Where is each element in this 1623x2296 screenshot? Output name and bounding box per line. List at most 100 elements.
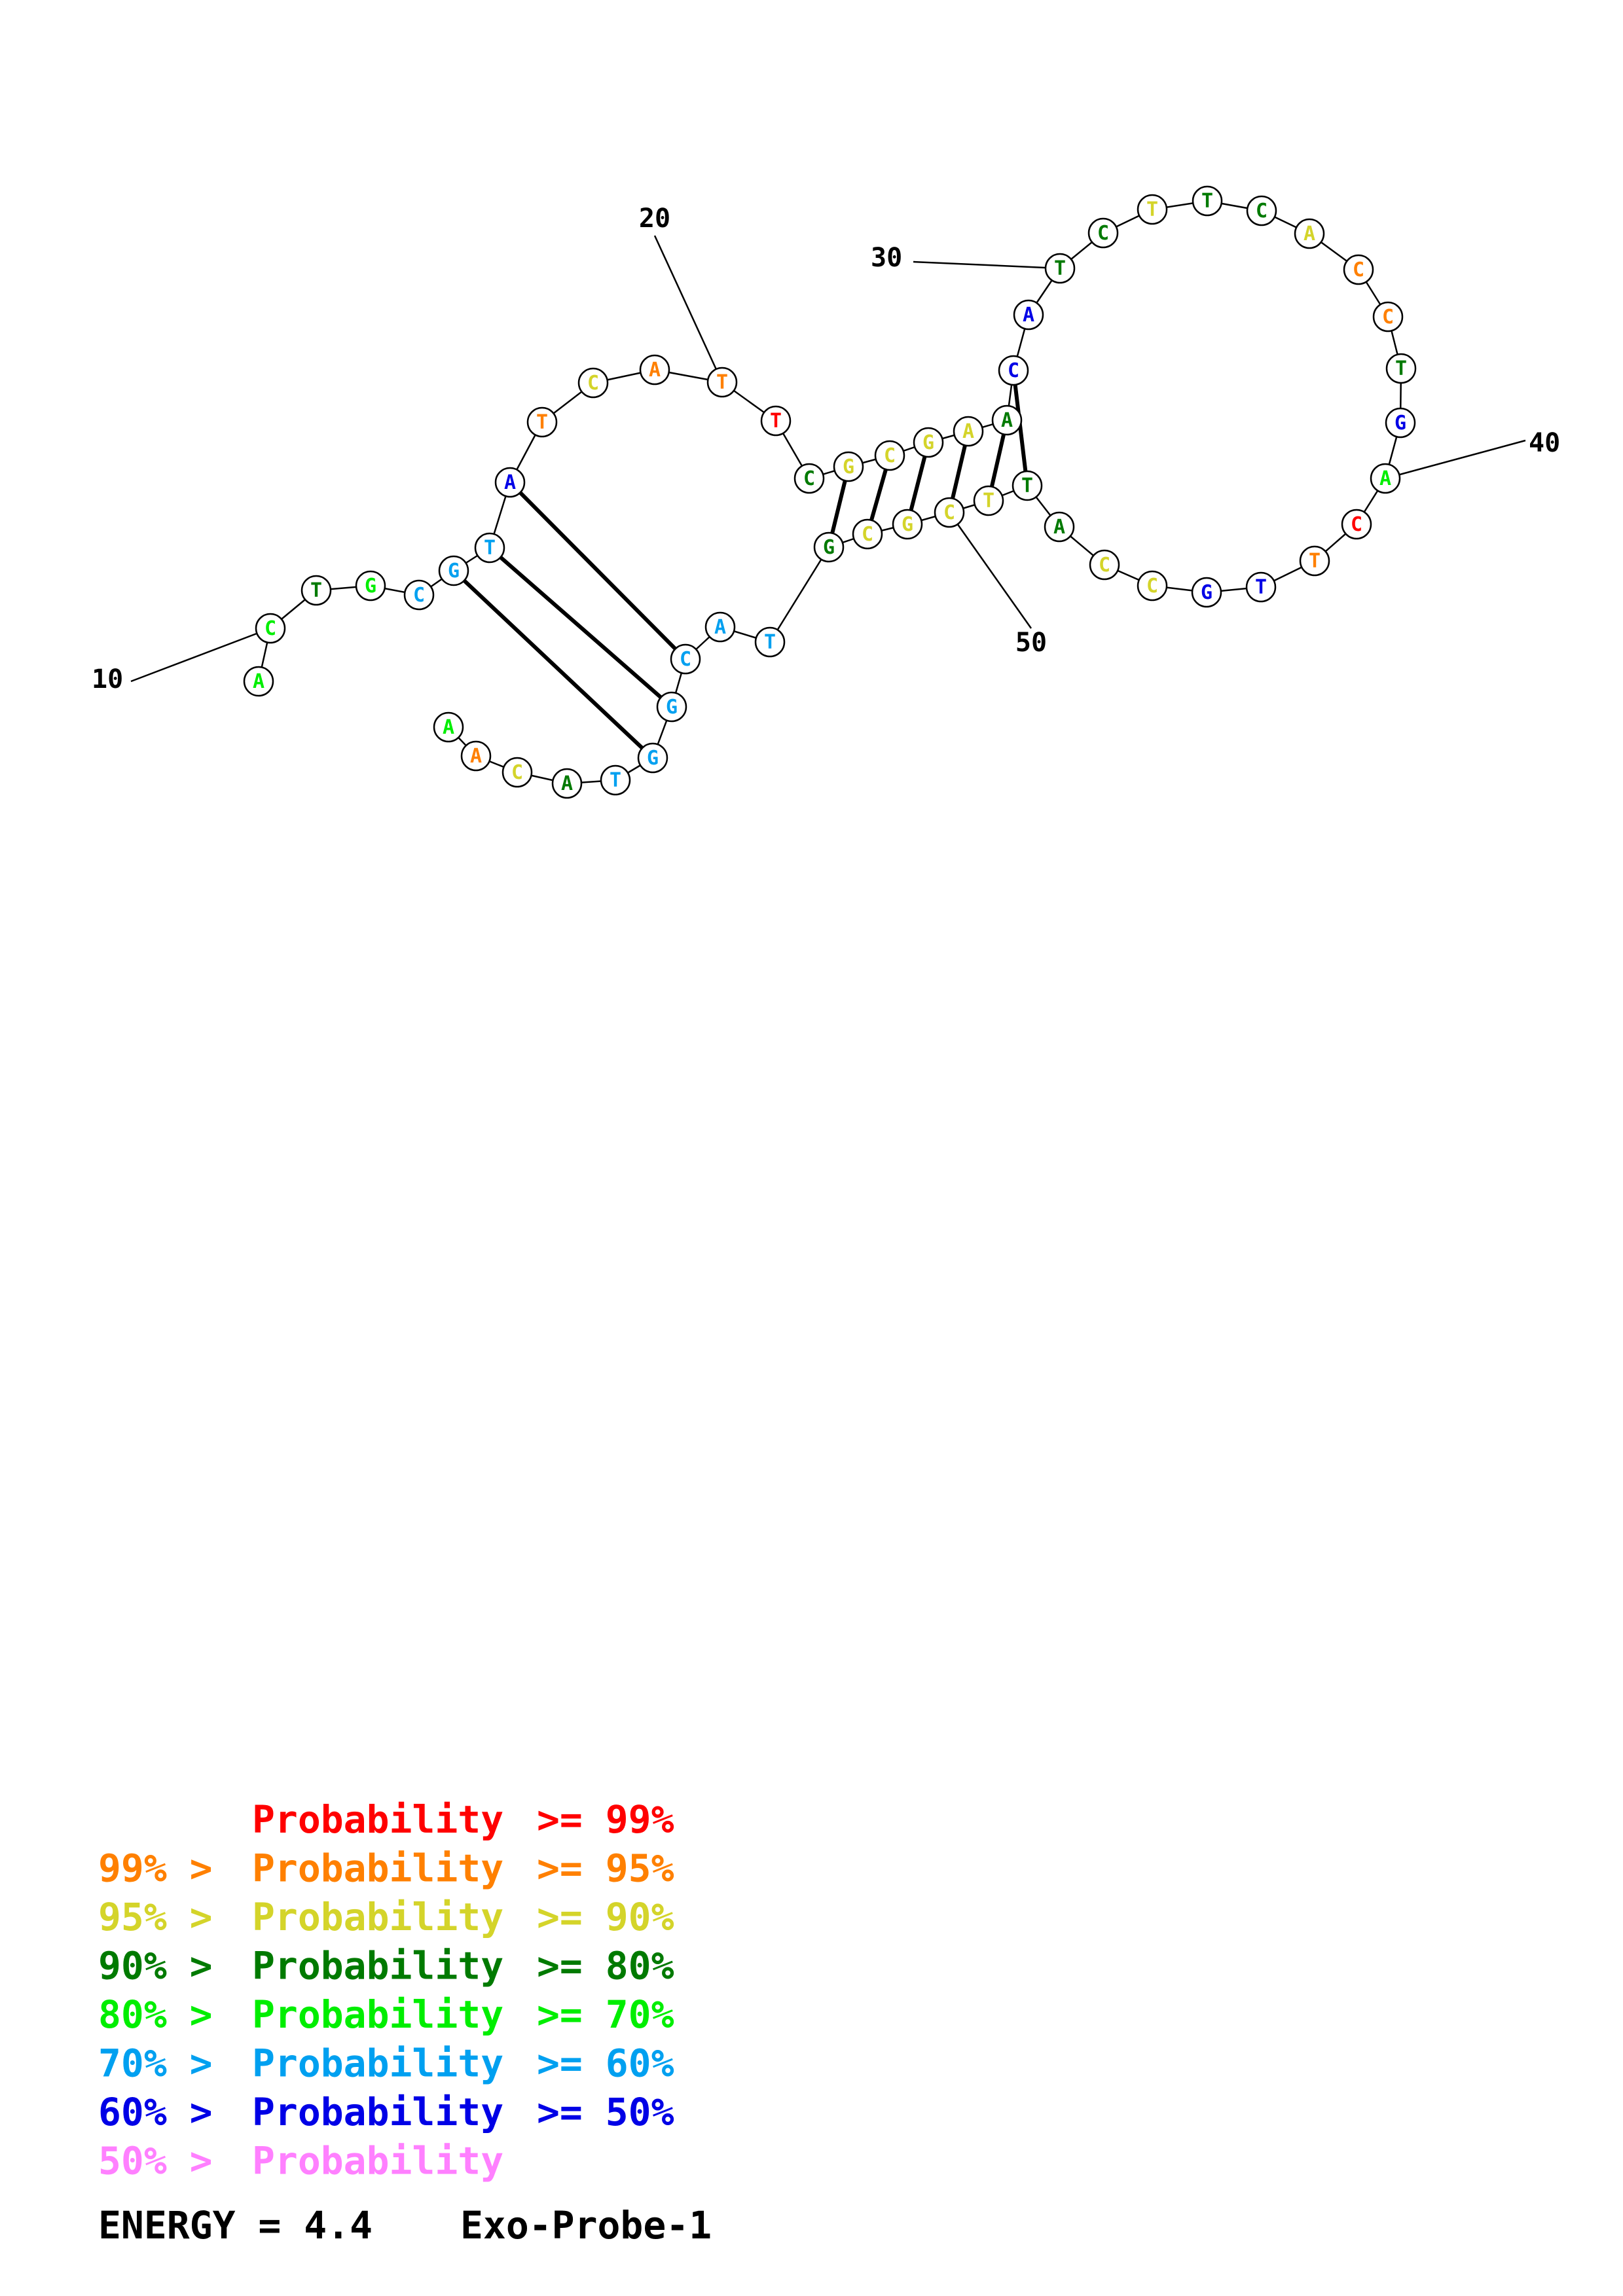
legend-label: Probability [252,1895,503,1939]
nucleotide: A [704,611,736,643]
nucleotide-circle [973,485,1004,516]
nucleotide-circle [656,691,687,723]
nucleotide-circle [1385,353,1417,384]
nucleotide-base: T [716,371,728,394]
nucleotide-base: G [365,575,376,598]
nucleotide-base: C [1382,306,1394,329]
nucleotide-base: A [504,471,516,494]
nucleotide-base: A [253,670,264,693]
legend-threshold: >= 70% [537,1992,674,2037]
legend-label: Probability [252,2041,503,2086]
nucleotide-circle [494,467,526,498]
nucleotide-circle [551,768,583,799]
nucleotide: A [433,711,464,743]
legend-label: Probability [252,1846,503,1891]
nucleotide-circle [255,613,286,644]
nucleotide-base: A [561,772,573,795]
nucleotide-circle [874,440,905,471]
nucleotide-base: T [1309,550,1321,573]
nucleotide: T [1044,253,1076,284]
nucleotide-circle [1137,194,1168,225]
nucleotide: G [813,531,845,563]
nucleotide-circle [704,611,736,643]
legend-row: 99% > Probability >= 95% [98,1846,674,1891]
nucleotide-circle [1385,407,1416,439]
nucleotide-base: T [770,410,782,433]
nucleotide: T [600,764,631,796]
nucleotide: C [577,367,609,399]
nucleotide: C [1087,217,1119,249]
nucleotide-base: A [470,745,482,768]
position-labels: 10 20 30 40 50 [92,204,1560,694]
nucleotide-circle [1299,545,1330,577]
nucleotide: A [494,467,526,498]
nucleotide-circle [438,555,469,586]
nucleotide-base: T [610,769,621,792]
nucleotide-base: A [443,716,454,739]
nucleotide: G [892,509,923,540]
nucleotide: T [474,532,505,564]
nucleotide: T [1192,185,1223,217]
nucleotide-circle [1192,185,1223,217]
nucleotide-circle [852,518,883,550]
nucleotide: C [793,463,825,494]
nucleotide-base: A [1053,516,1065,539]
nucleotide-circle [998,355,1029,386]
nucleotide-circle [934,497,965,528]
nucleotide: G [656,691,687,723]
nucleotide-circle [1191,577,1222,608]
base-pair-bond [452,569,655,760]
position-label: 40 [1529,428,1560,458]
nucleotide: T [973,485,1004,516]
nucleotide: T [526,406,558,438]
legend-prefix: 95% > [98,1895,213,1939]
nucleotide-base: T [1021,475,1033,497]
nucleotide-base: C [1099,554,1110,577]
nucleotide-circle [577,367,609,399]
nucleotide: G [1191,577,1222,608]
nucleotide-base: T [1395,357,1407,380]
nucleotide-base: A [962,420,974,443]
nucleotide: C [501,757,533,788]
legend-threshold: >= 99% [537,1797,674,1842]
nucleotide-base: A [714,616,726,639]
nucleotide: G [833,451,864,482]
position-leader-line [1385,439,1526,480]
nucleotide: A [551,768,583,799]
nucleotide: C [1137,570,1168,601]
legend-row: 60% > Probability >= 50% [98,2090,674,2134]
position-label: 10 [92,664,123,694]
nucleotide: C [1341,509,1372,540]
nucleotide: A [953,416,984,447]
position-leader-line [948,512,1032,629]
nucleotide-circle [892,509,923,540]
energy-label: ENERGY = 4.4 [98,2203,373,2248]
nucleotide-circle [501,757,533,788]
legend-label: Probability [252,2090,503,2134]
nucleotide: T [1137,194,1168,225]
nucleotide: T [301,575,332,606]
nucleotide-base: C [884,444,896,467]
sequence-name: Exo-Probe-1 [460,2203,712,2248]
legend-threshold: >= 95% [537,1846,674,1891]
legend-row: 50% > Probability [98,2139,503,2183]
nucleotide: C [874,440,905,471]
nucleotide: A [460,740,492,772]
nucleotide-base: C [1256,200,1267,223]
position-leader-line [913,260,1061,270]
nucleotide-base: G [1395,412,1406,435]
nucleotide: C [1372,301,1404,332]
legend-threshold: >= 90% [537,1895,674,1939]
nucleotide-circle [1245,571,1277,603]
nucleotide: A [1294,218,1325,249]
nucleotide-circle [1341,509,1372,540]
nucleotide: C [1343,254,1374,285]
nucleotide-base: G [843,456,854,478]
nucleotide-circle [754,626,786,658]
nucleotide-circle [1343,254,1374,285]
legend-prefix: 80% > [98,1992,213,2037]
nucleotide-circle [433,711,464,743]
nucleotide: C [998,355,1029,386]
legend-label: Probability [252,2139,503,2183]
